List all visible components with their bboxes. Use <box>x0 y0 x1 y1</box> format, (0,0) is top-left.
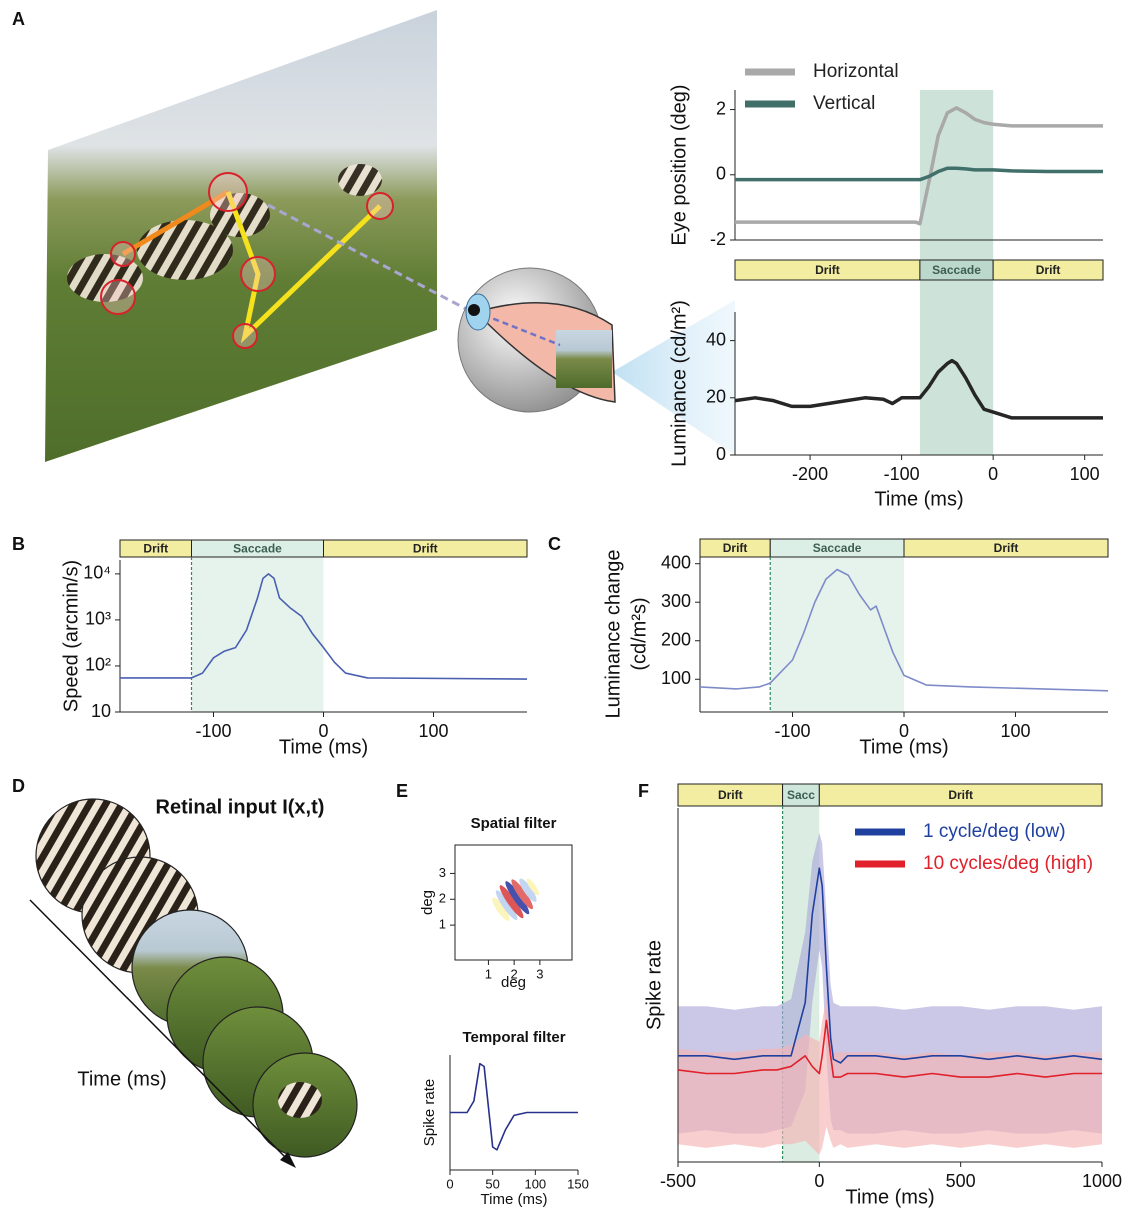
x-axis-label: deg <box>501 974 526 991</box>
axis-label: Time (ms) <box>77 1068 166 1090</box>
y-axis-label: Luminance change <box>602 549 624 718</box>
y-axis-label: deg <box>419 890 436 915</box>
x-tick-label: -100 <box>195 721 231 741</box>
y-tick-label: 3 <box>439 865 446 880</box>
phase-label: Drift <box>718 788 743 802</box>
saccade-shade <box>192 557 324 712</box>
x-tick-label: 1000 <box>1082 1171 1122 1191</box>
x-tick-label: -100 <box>884 464 920 484</box>
gabor <box>486 869 547 928</box>
x-tick-label: 3 <box>536 966 543 981</box>
series-line <box>735 108 1103 224</box>
y-axis-label: Spike rate <box>643 940 665 1030</box>
y-tick-label: 2 <box>716 98 726 118</box>
panel-label: F <box>638 781 649 801</box>
y-tick-label: 100 <box>661 668 691 688</box>
y-tick-label: -2 <box>710 229 726 249</box>
phase-label: Drift <box>723 541 748 555</box>
y-tick-label: 10 <box>91 701 111 721</box>
y-tick-label: 10⁴ <box>83 563 111 583</box>
x-tick-label: 100 <box>1070 464 1100 484</box>
y-axis-label: (cd/m²s) <box>628 597 650 670</box>
phase-label: Sacc <box>787 788 815 802</box>
x-tick-label: -200 <box>792 464 828 484</box>
panel-label: A <box>12 9 25 29</box>
x-tick-label: 0 <box>814 1171 824 1191</box>
phase-label: Drift <box>1036 263 1061 277</box>
phase-label: Drift <box>143 542 168 556</box>
legend-label: Horizontal <box>813 61 899 82</box>
x-tick-label: 100 <box>524 1176 546 1191</box>
y-tick-label: 20 <box>706 387 726 407</box>
y-tick-label: 1 <box>439 917 446 932</box>
y-tick-label: 400 <box>661 552 691 572</box>
x-tick-label: -100 <box>775 721 811 741</box>
phase-label: Saccade <box>233 542 282 556</box>
x-axis-label: Time (ms) <box>859 736 948 758</box>
y-tick-label: 10³ <box>85 609 111 629</box>
x-axis-label: Time (ms) <box>279 736 368 758</box>
x-axis-label: Time (ms) <box>481 1191 548 1208</box>
phase-label: Drift <box>413 542 438 556</box>
y-tick-label: 0 <box>716 164 726 184</box>
y-axis-label: Eye position (deg) <box>668 84 690 245</box>
panel-label: C <box>548 534 561 554</box>
x-axis-label: Time (ms) <box>845 1186 934 1208</box>
x-tick-label: 50 <box>485 1176 499 1191</box>
phase-label: Saccade <box>813 541 862 555</box>
phase-label: Drift <box>948 788 973 802</box>
phase-label: Saccade <box>932 263 981 277</box>
x-tick-label: 0 <box>988 464 998 484</box>
scene-illustration <box>45 10 735 462</box>
y-axis-label: Spike rate <box>421 1079 438 1147</box>
legend-label: 10 cycles/deg (high) <box>923 853 1093 874</box>
x-tick-label: 1 <box>485 966 492 981</box>
phase-label: Drift <box>994 541 1019 555</box>
figure: Retinal input I(x,t) Time (ms) A B C D E… <box>0 0 1130 1212</box>
x-tick-label: -500 <box>660 1171 696 1191</box>
series-line <box>735 361 1103 418</box>
panel-label: E <box>396 781 408 801</box>
legend-label: Vertical <box>813 93 875 114</box>
y-tick-label: 2 <box>439 891 446 906</box>
x-tick-label: 100 <box>418 721 448 741</box>
retinal-frames <box>36 799 357 1157</box>
chart-title: Temporal filter <box>462 1029 565 1046</box>
x-tick-label: 150 <box>567 1176 589 1191</box>
y-tick-label: 0 <box>716 444 726 464</box>
x-axis-label: Time (ms) <box>874 488 963 510</box>
panel-label: B <box>12 534 25 554</box>
legend-label: 1 cycle/deg (low) <box>923 821 1066 842</box>
y-axis-label: Luminance (cd/m²) <box>668 300 690 467</box>
x-tick-label: 0 <box>446 1176 453 1191</box>
phase-label: Drift <box>815 263 840 277</box>
chart-title: Spatial filter <box>471 815 557 832</box>
y-axis-label: Speed (arcmin/s) <box>60 560 82 712</box>
saccade-shade <box>770 557 904 712</box>
series-line <box>450 1064 578 1150</box>
y-tick-label: 10² <box>85 655 111 675</box>
panel-label: D <box>12 776 25 796</box>
x-tick-label: 500 <box>946 1171 976 1191</box>
y-tick-label: 40 <box>706 329 726 349</box>
series-line <box>735 168 1103 179</box>
y-tick-label: 200 <box>661 629 691 649</box>
x-tick-label: 100 <box>1000 721 1030 741</box>
panel-title: Retinal input I(x,t) <box>156 796 325 818</box>
y-tick-label: 300 <box>661 591 691 611</box>
